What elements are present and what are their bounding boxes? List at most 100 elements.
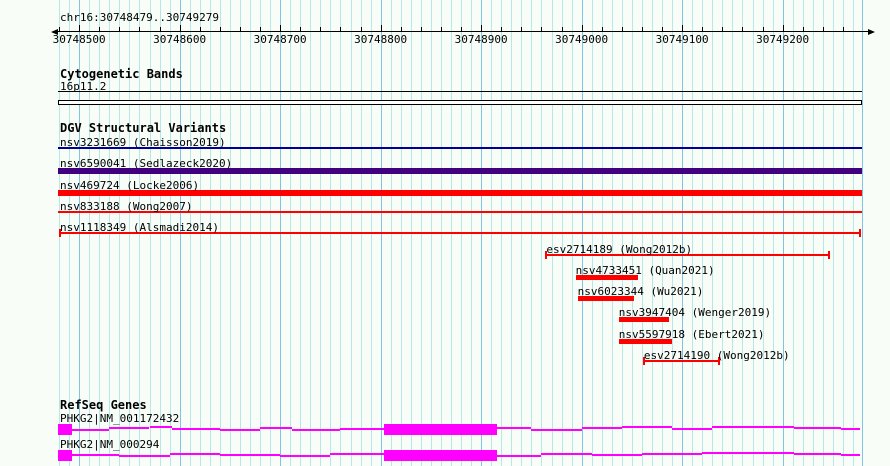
variant-glyph-nsv3947404[interactable]: [618, 317, 670, 323]
variant-glyph-nsv469724[interactable]: [58, 189, 862, 196]
variant-label-nsv3947404[interactable]: nsv3947404 (Wenger2019): [618, 306, 772, 320]
gene-exon[interactable]: [383, 449, 498, 461]
gene-intron-segment: [292, 429, 341, 431]
ruler-minor-tick: [139, 27, 141, 31]
ruler-minor-tick: [621, 27, 623, 31]
ruler-tick-label: 30748600: [153, 33, 207, 46]
gene-intron-segment: [260, 427, 293, 429]
coordinate-ruler: 30748500 30748600 30748700 30748800 30748900…: [0, 0, 890, 50]
variant-end-cap: [859, 229, 861, 238]
ruler-minor-tick: [420, 27, 422, 31]
cytoband-section-title: Cytogenetic Bands: [60, 67, 183, 81]
gene-intron-segment: [641, 453, 703, 455]
ruler-minor-tick: [239, 27, 241, 31]
ruler-minor-tick: [762, 27, 764, 31]
ruler-major-tick: [581, 25, 583, 31]
gene-intron-segment: [149, 426, 172, 428]
variant-glyph-nsv1118349[interactable]: [60, 232, 860, 235]
ruler-minor-tick: [59, 27, 60, 31]
cytoband-label[interactable]: 16p11.2: [60, 80, 107, 93]
gene-intron-segment: [340, 428, 384, 430]
region-title: chr16:30748479..30749279: [60, 11, 219, 24]
gene-intron-segment: [330, 453, 384, 455]
variant-start-cap: [59, 229, 61, 238]
variant-label-nsv833188[interactable]: nsv833188 (Wong2007): [60, 199, 193, 213]
ruler-minor-tick: [722, 27, 724, 31]
gene-intron-segment: [109, 427, 150, 429]
gene-intron-segment: [171, 428, 220, 430]
variant-glyph-esv2714190[interactable]: [643, 360, 720, 362]
variant-glyph-nsv6590041[interactable]: [58, 168, 862, 175]
ruler-minor-tick: [199, 27, 201, 31]
variant-glyph-nsv3231669[interactable]: [58, 147, 862, 149]
gene-exon[interactable]: [58, 449, 73, 461]
ruler-minor-tick: [400, 27, 402, 31]
variant-label-nsv6023344[interactable]: nsv6023344 (Wu2021): [577, 285, 704, 299]
gene-intron-segment: [497, 427, 532, 429]
ruler-minor-tick: [360, 27, 362, 31]
variant-glyph-nsv4733451[interactable]: [575, 274, 638, 280]
ruler-minor-tick: [842, 27, 844, 31]
gene-intron-segment: [793, 453, 841, 455]
variant-label-nsv3231669[interactable]: nsv3231669 (Chaisson2019): [60, 136, 226, 149]
ruler-minor-tick: [119, 27, 121, 31]
ruler-major-tick: [380, 25, 382, 31]
gene-intron-segment: [119, 455, 170, 457]
cytoband-box[interactable]: [58, 100, 862, 105]
ruler-minor-tick: [219, 27, 221, 31]
gene-intron-segment: [581, 427, 622, 429]
gene-intron-segment: [169, 453, 220, 455]
ruler-major-tick: [179, 25, 181, 31]
gene-intron-segment: [840, 454, 860, 456]
ruler-minor-tick: [742, 27, 744, 31]
ruler-minor-tick: [521, 27, 523, 31]
gene-intron-segment: [621, 426, 673, 428]
variant-label-nsv469724[interactable]: nsv469724 (Locke2006): [60, 178, 200, 192]
ruler-minor-tick: [561, 27, 563, 31]
gene-exon[interactable]: [58, 423, 73, 435]
variant-glyph-esv2714189[interactable]: [546, 253, 829, 256]
ruler-minor-tick: [340, 27, 342, 31]
gene-label-0[interactable]: PHKG2|NM_001172432: [60, 412, 180, 425]
variant-glyph-nsv833188[interactable]: [58, 210, 862, 213]
variant-label-nsv5597918[interactable]: nsv5597918 (Ebert2021): [618, 327, 765, 341]
gene-intron-segment: [280, 455, 331, 457]
ruler-minor-tick: [702, 27, 704, 31]
ruler-major-tick: [280, 25, 282, 31]
gene-intron-segment: [591, 454, 642, 456]
ruler-major-tick: [79, 25, 81, 31]
gene-intron-segment: [219, 454, 281, 456]
variant-start-cap: [642, 357, 645, 365]
ruler-minor-tick: [300, 27, 302, 31]
gene-intron-segment: [541, 453, 592, 455]
gene-intron-segment: [712, 426, 794, 428]
variant-start-cap: [545, 250, 548, 259]
ruler-tick-label: 30748500: [52, 33, 106, 46]
variant-label-esv2714189[interactable]: esv2714189 (Wong2012b): [546, 242, 693, 256]
cytoband-underline: [58, 91, 862, 92]
variant-label-esv2714190[interactable]: esv2714190 (Wong2012b): [643, 349, 790, 362]
gene-intron-segment: [702, 452, 794, 454]
dgv-section-title: DGV Structural Variants: [60, 121, 227, 135]
ruler-minor-tick: [541, 27, 543, 31]
ruler-minor-tick: [601, 27, 603, 31]
gene-intron-segment: [672, 428, 713, 430]
variant-label-nsv1118349[interactable]: nsv1118349 (Alsmadi2014): [60, 221, 219, 235]
ruler-major-tick: [481, 25, 483, 31]
gene-intron-segment: [72, 454, 120, 456]
ruler-minor-tick: [641, 27, 643, 31]
variant-end-cap: [718, 357, 721, 365]
variant-end-cap: [827, 250, 830, 259]
gene-label-1[interactable]: PHKG2|NM_000294: [60, 438, 160, 451]
gene-intron-segment: [531, 429, 582, 431]
variant-glyph-nsv5597918[interactable]: [618, 338, 673, 344]
gene-exon[interactable]: [383, 423, 498, 435]
variant-label-nsv6590041[interactable]: nsv6590041 (Sedlazeck2020): [60, 157, 233, 171]
variant-label-nsv4733451[interactable]: nsv4733451 (Quan2021): [575, 263, 715, 277]
variant-glyph-nsv6023344[interactable]: [577, 296, 634, 302]
gene-intron-segment: [219, 429, 260, 431]
ruler-minor-tick: [662, 27, 663, 31]
